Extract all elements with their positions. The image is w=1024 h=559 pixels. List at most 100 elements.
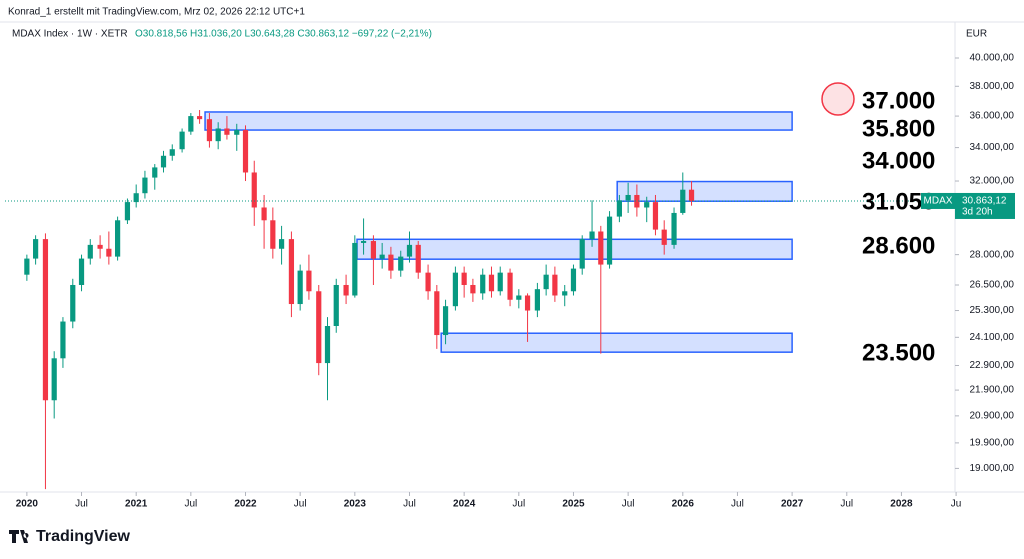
zone — [440, 332, 793, 353]
marker-circle — [821, 82, 855, 116]
candle-body — [688, 189, 695, 201]
candle-body — [97, 244, 103, 249]
candle-body — [606, 216, 613, 265]
candle-body — [278, 239, 285, 249]
candle-body — [133, 193, 139, 203]
candle-body — [415, 244, 421, 273]
candle-body — [333, 284, 339, 327]
candle-body — [352, 242, 358, 296]
candle-body — [206, 119, 213, 142]
candle-body — [534, 289, 540, 311]
x-tick-label: Jul — [403, 499, 416, 510]
candle-body — [169, 149, 175, 156]
candle-body — [224, 128, 230, 135]
zone — [204, 111, 793, 131]
candle-body — [24, 258, 30, 275]
candle-body — [297, 270, 303, 305]
candle-body — [644, 202, 650, 208]
last-price-symbol-box — [921, 192, 955, 209]
candle-body — [343, 284, 349, 296]
candle-body — [598, 231, 604, 265]
y-tick-label: 19.900,00 — [970, 438, 1015, 449]
logo-text: TradingView — [36, 528, 131, 545]
candle-body — [570, 268, 577, 292]
candle-body — [680, 189, 686, 213]
x-tick-label: 2025 — [562, 499, 585, 510]
symbol: MDAX Index · 1W · XETR — [12, 29, 128, 40]
candle-body — [434, 291, 440, 336]
x-tick-label: 2026 — [672, 499, 695, 510]
zone — [356, 238, 793, 260]
candle-body — [87, 244, 93, 259]
candle-body — [671, 212, 677, 245]
attribution: Konrad_1 erstellt mit TradingView.com, M… — [8, 7, 305, 18]
candle-body — [562, 291, 568, 296]
y-tick-label: 38.000,00 — [970, 81, 1015, 92]
y-tick-label: 34.000,00 — [970, 142, 1015, 153]
candle-body — [579, 239, 585, 269]
x-tick-label: Jul — [75, 499, 88, 510]
x-tick-label: 2028 — [890, 499, 913, 510]
x-tick-label: Jul — [294, 499, 307, 510]
y-tick-label: 24.100,00 — [970, 332, 1015, 343]
x-tick-label: Jul — [184, 499, 197, 510]
y-tick-label: 22.900,00 — [970, 360, 1015, 371]
candle-body — [33, 239, 39, 259]
y-tick-label: 28.000,00 — [970, 249, 1015, 260]
y-tick-label: 20.900,00 — [970, 411, 1015, 422]
last-price-timer: 3d 20h — [962, 207, 993, 218]
candle-body — [106, 248, 112, 257]
candle-body — [179, 131, 185, 150]
x-tick-label: 2020 — [16, 499, 39, 510]
candle-body — [616, 200, 622, 217]
x-tick-label: 2022 — [234, 499, 257, 510]
candle-body — [251, 172, 257, 208]
x-tick-label: 2024 — [453, 499, 476, 510]
candle-body — [242, 130, 249, 173]
level-annotation: 28.600 — [862, 232, 935, 259]
candle-body — [60, 321, 66, 359]
candle-body — [42, 239, 49, 401]
ohlc: O30.818,56 H31.036,20 L30.643,28 C30.863… — [135, 29, 432, 40]
candle-body — [516, 295, 522, 300]
candle-body — [388, 254, 394, 271]
candle-body — [78, 258, 85, 285]
candle-body — [215, 128, 221, 142]
candle-body — [524, 295, 531, 311]
candle-body — [70, 284, 76, 322]
currency: EUR — [966, 29, 987, 40]
candle-body — [406, 244, 413, 257]
candle-body — [234, 130, 240, 135]
x-tick-label: 2021 — [125, 499, 148, 510]
y-tick-label: 40.000,00 — [970, 53, 1015, 64]
candle-body — [160, 155, 167, 168]
y-tick-label: 32.000,00 — [970, 176, 1015, 187]
candle-body — [142, 177, 148, 194]
level-annotation: 35.800 — [862, 115, 935, 142]
candle-body — [188, 116, 194, 132]
candle-body — [425, 272, 431, 292]
candle-body — [552, 274, 558, 296]
y-tick-label: 21.900,00 — [970, 385, 1015, 396]
candle-body — [452, 272, 459, 307]
y-tick-label: 26.500,00 — [970, 280, 1015, 291]
candle-body — [124, 202, 131, 221]
candle-body — [398, 256, 404, 271]
candle-body — [461, 272, 467, 285]
candle-body — [316, 291, 322, 364]
candle-body — [507, 272, 513, 300]
candle-body — [306, 270, 312, 292]
y-tick-label: 19.000,00 — [970, 463, 1015, 474]
x-tick-label: Jul — [512, 499, 525, 510]
candle-body — [652, 202, 659, 230]
last-price-symbol: MDAX — [924, 196, 953, 207]
candle-body — [625, 194, 631, 201]
candle-body — [324, 326, 331, 364]
candle-body — [497, 272, 503, 292]
candle-body — [589, 231, 595, 240]
candle-body — [634, 194, 640, 208]
candle-body — [480, 274, 486, 294]
y-tick-label: 25.300,00 — [970, 305, 1015, 316]
candle-body — [51, 358, 57, 401]
